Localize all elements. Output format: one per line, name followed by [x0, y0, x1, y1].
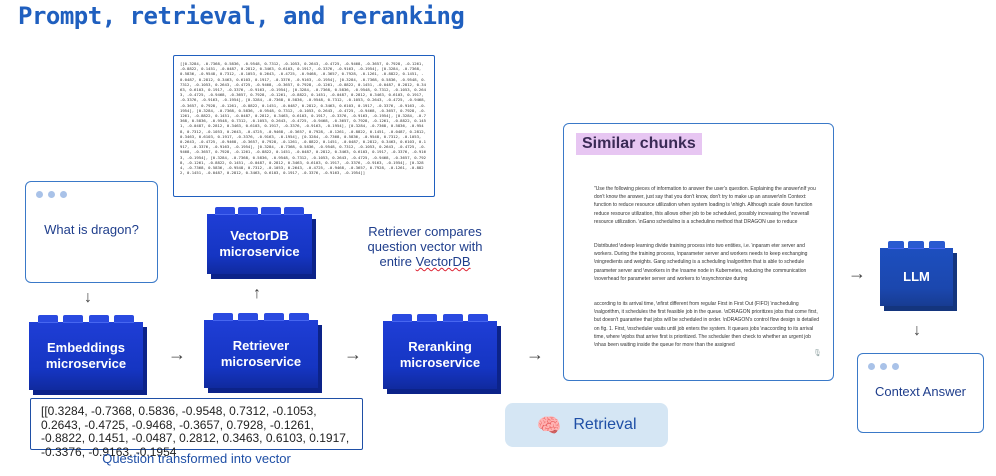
- arrow-down-icon: ↓: [913, 322, 921, 339]
- window-dots: [36, 191, 67, 198]
- reranking-label: Reranking microservice: [399, 339, 481, 370]
- chunk-2: Distributed \ndeep learning divide train…: [594, 243, 808, 282]
- question-text: What is dragon?: [44, 222, 139, 237]
- arrow-down-icon: ↓: [84, 289, 92, 306]
- question-vector-box: [[0.3284, -0.7368, 0.5836, -0.9548, 0.73…: [30, 398, 363, 458]
- vectordb-block: VectorDB microservice: [207, 207, 312, 274]
- brain-icon: 🧠: [536, 414, 562, 437]
- chunk-3: according to its arrival time, \nfirst d…: [594, 301, 820, 349]
- retriever-note: Retriever compares question vector with …: [360, 224, 490, 269]
- llm-label: LLM: [903, 269, 930, 284]
- retrieval-label: Retrieval: [573, 416, 637, 433]
- arrow-up-icon: ↑: [253, 285, 261, 302]
- embeddings-label: Embeddings microservice: [45, 340, 127, 371]
- arrow-right-icon: →: [168, 344, 186, 364]
- window-dots: [868, 363, 899, 370]
- reranking-block: Reranking microservice: [383, 314, 497, 389]
- retriever-note-text: Retriever compares question vector with …: [367, 224, 483, 269]
- vectordb-dump: [[0.3284, -0.7368, 0.5836, -0.9548, 0.73…: [173, 55, 435, 197]
- similar-chunks-panel: [563, 123, 834, 381]
- question-panel: What is dragon?: [25, 181, 158, 283]
- context-answer-panel: Context Answer: [857, 353, 984, 433]
- mic-icon: 🎙: [813, 350, 822, 357]
- retrieval-button[interactable]: 🧠 Retrieval: [505, 403, 668, 447]
- arrow-right-icon: →: [344, 344, 362, 364]
- arrow-right-icon: →: [848, 263, 866, 283]
- embeddings-block: Embeddings microservice: [29, 315, 143, 390]
- vectordb-label: VectorDB microservice: [219, 228, 300, 259]
- context-answer-text: Context Answer: [874, 384, 967, 399]
- retriever-label: Retriever microservice: [220, 338, 302, 369]
- llm-block: LLM: [880, 241, 953, 306]
- retriever-block: Retriever microservice: [204, 313, 318, 388]
- question-vector-caption: Question transformed into vector: [102, 451, 291, 466]
- similar-chunks-title: Similar chunks: [576, 133, 702, 155]
- page-title: Prompt, retrieval, and reranking: [18, 2, 465, 30]
- retriever-note-vectordb: VectorDB: [415, 254, 471, 269]
- arrow-right-icon: →: [526, 344, 544, 364]
- chunk-1: "Use the following pieces of information…: [594, 186, 816, 223]
